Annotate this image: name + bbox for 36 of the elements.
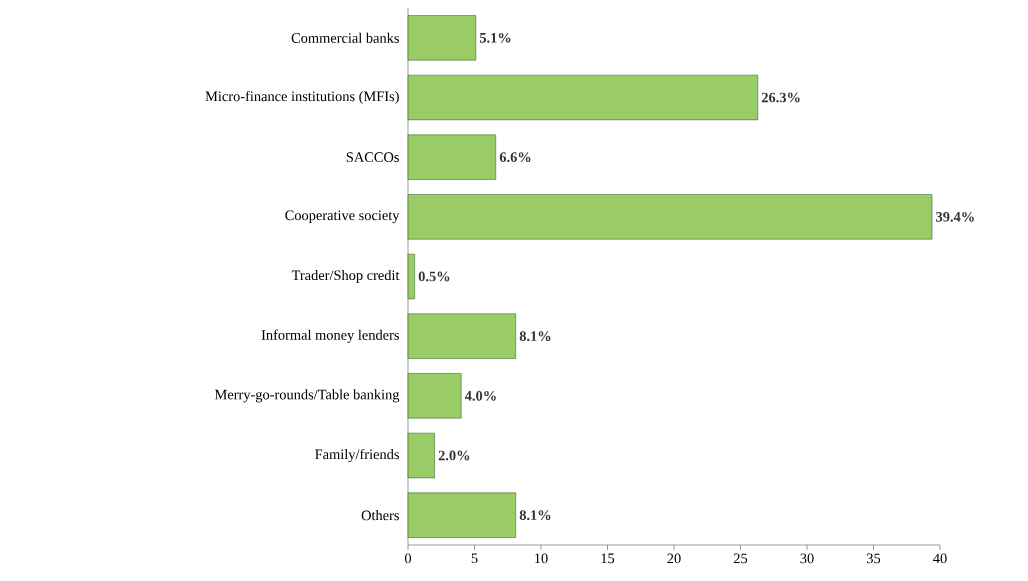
y-tick-label: Family/friends xyxy=(315,448,399,463)
y-tick-label: Merry-go-rounds/Table banking xyxy=(214,389,400,403)
data-label: 8.1% xyxy=(519,510,551,521)
y-tick-label: Micro-finance institutions (MFIs) xyxy=(205,90,399,105)
x-tick-label: 40 xyxy=(933,553,947,564)
data-label: 4.0% xyxy=(464,390,496,401)
x-tick-label: 15 xyxy=(601,553,615,564)
y-tick-label: Trader/Shop credit xyxy=(291,269,400,284)
bar xyxy=(407,492,516,538)
y-tick-label: SACCOs xyxy=(346,152,399,163)
x-tick-label: 35 xyxy=(866,553,881,564)
bar xyxy=(407,194,933,240)
x-tick-label: 10 xyxy=(535,553,548,564)
data-label: 2.0% xyxy=(438,450,470,461)
data-label: 39.4% xyxy=(936,211,974,222)
bar xyxy=(407,15,477,61)
data-label: 26.3% xyxy=(761,92,800,103)
y-tick-label: Informal money lenders xyxy=(261,329,399,343)
bar xyxy=(407,432,435,479)
bar xyxy=(407,74,758,121)
bar xyxy=(407,373,462,419)
x-tick-label: 5 xyxy=(471,553,478,564)
x-tick-label: 20 xyxy=(667,553,681,564)
y-tick-label: Cooperative society xyxy=(285,210,400,224)
x-tick-label: 0 xyxy=(404,553,412,564)
data-label: 0.5% xyxy=(418,271,450,282)
bar xyxy=(407,134,496,180)
data-label: 5.1% xyxy=(479,32,511,43)
x-tick-label: 25 xyxy=(733,553,748,564)
bar xyxy=(407,253,415,300)
data-label: 8.1% xyxy=(519,331,551,342)
x-tick-label: 30 xyxy=(800,553,814,564)
y-tick-label: Others xyxy=(361,510,399,521)
y-tick-label: Commercial banks xyxy=(291,32,399,43)
bar xyxy=(407,313,516,359)
data-label: 6.6% xyxy=(499,152,531,163)
